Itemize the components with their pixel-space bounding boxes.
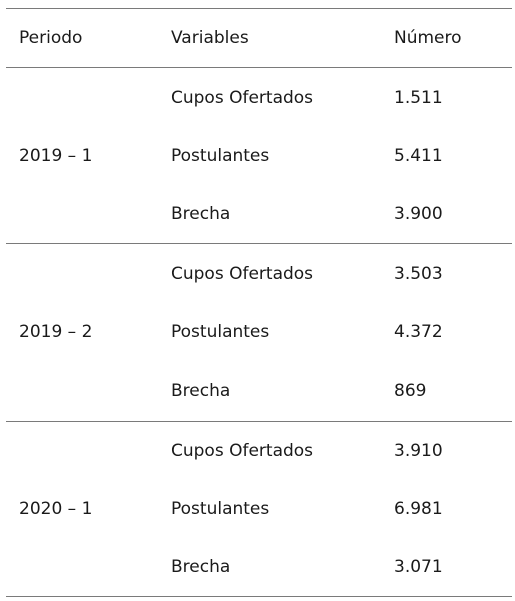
row-numero: 6.981: [394, 499, 443, 519]
bottom-rule: [6, 596, 512, 597]
row-numero: 3.900: [394, 204, 443, 224]
group-periodo: 2020 – 1: [19, 499, 93, 519]
row-numero: 5.411: [394, 146, 443, 166]
row-numero: 3.910: [394, 441, 443, 461]
row-numero: 869: [394, 381, 427, 401]
row-variable: Postulantes: [171, 146, 270, 166]
row-variable: Postulantes: [171, 322, 270, 342]
row-numero: 1.511: [394, 88, 443, 108]
row-variable: Brecha: [171, 557, 231, 577]
group-periodo: 2019 – 1: [19, 146, 93, 166]
row-variable: Postulantes: [171, 499, 270, 519]
header-numero: Número: [394, 28, 462, 48]
row-variable: Brecha: [171, 204, 231, 224]
row-numero: 4.372: [394, 322, 443, 342]
header-periodo: Periodo: [19, 28, 83, 48]
row-variable: Cupos Ofertados: [171, 264, 314, 284]
row-numero: 3.071: [394, 557, 443, 577]
group-rule: [6, 421, 512, 422]
top-rule: [6, 8, 512, 9]
data-table: Periodo Variables Número 2019 – 1 Cupos …: [6, 0, 512, 601]
row-variable: Cupos Ofertados: [171, 88, 314, 108]
row-variable: Cupos Ofertados: [171, 441, 314, 461]
row-variable: Brecha: [171, 381, 231, 401]
header-variables: Variables: [171, 28, 249, 48]
group-periodo: 2019 – 2: [19, 322, 93, 342]
header-rule: [6, 67, 512, 68]
row-numero: 3.503: [394, 264, 443, 284]
group-rule: [6, 243, 512, 244]
